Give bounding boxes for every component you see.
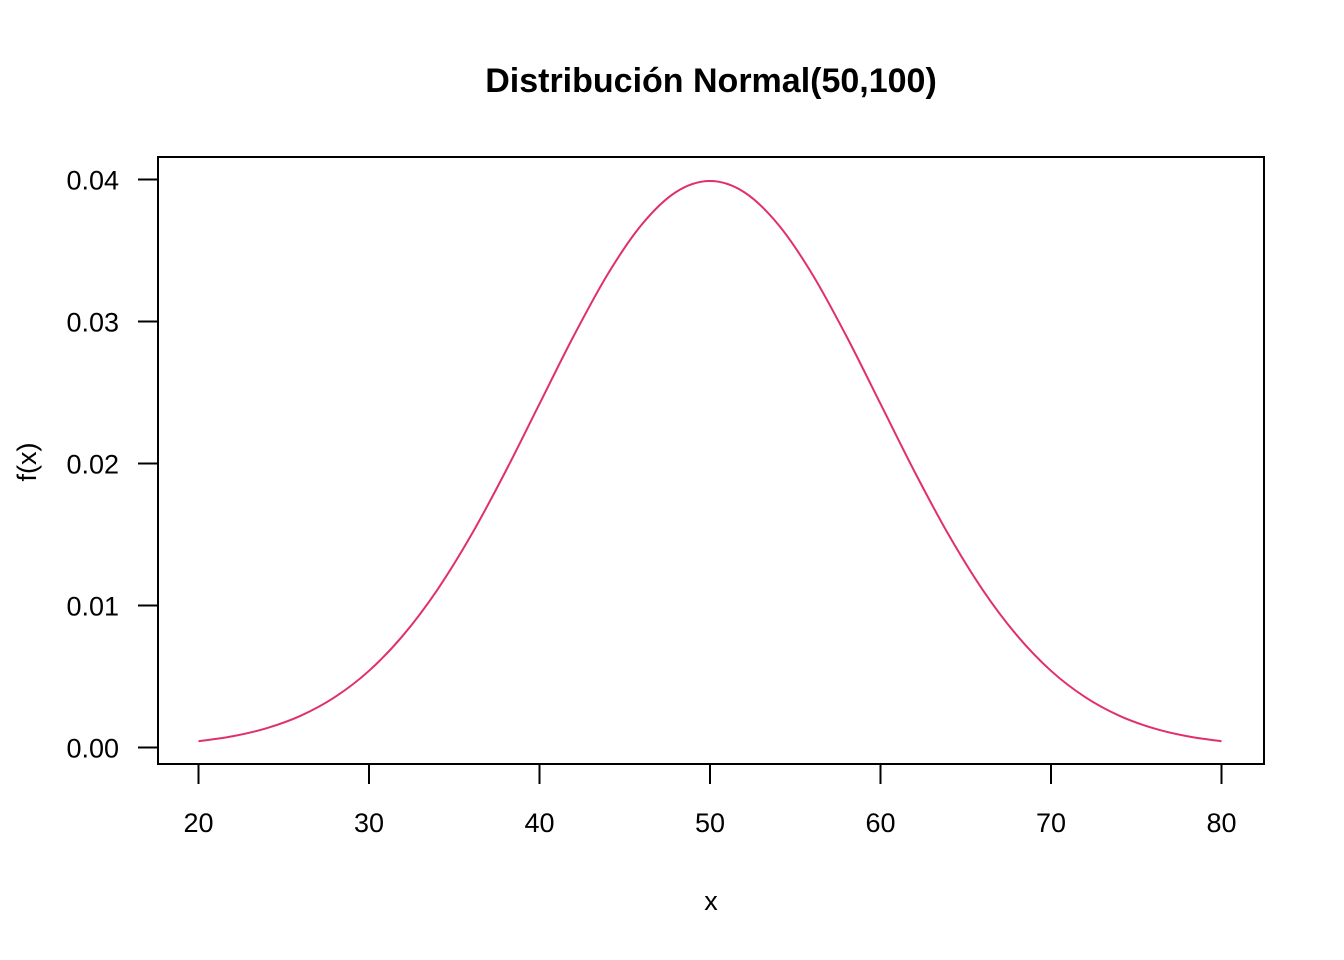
x-tick-label: 40 xyxy=(524,808,554,838)
y-axis-label: f(x) xyxy=(12,443,42,482)
y-tick-label: 0.02 xyxy=(66,450,119,480)
y-axis: 0.00 0.01 0.02 0.03 0.04 xyxy=(66,166,159,764)
y-tick-label: 0.00 xyxy=(66,734,119,764)
x-axis-label: x xyxy=(704,886,718,916)
x-tick-label: 60 xyxy=(865,808,895,838)
y-tick-label: 0.03 xyxy=(66,308,119,338)
density-curve xyxy=(198,180,1222,743)
x-axis: 20 30 40 50 60 70 80 xyxy=(183,763,1237,838)
x-tick-label: 70 xyxy=(1036,808,1066,838)
x-tick-label: 50 xyxy=(695,808,725,838)
x-tick-label: 80 xyxy=(1206,808,1236,838)
x-tick-label: 20 xyxy=(183,808,213,838)
y-tick-label: 0.01 xyxy=(66,592,119,622)
y-tick-label: 0.04 xyxy=(66,166,119,196)
chart-title: Distribución Normal(50,100) xyxy=(485,62,937,100)
x-tick-label: 30 xyxy=(354,808,384,838)
plot-frame xyxy=(157,156,1265,765)
